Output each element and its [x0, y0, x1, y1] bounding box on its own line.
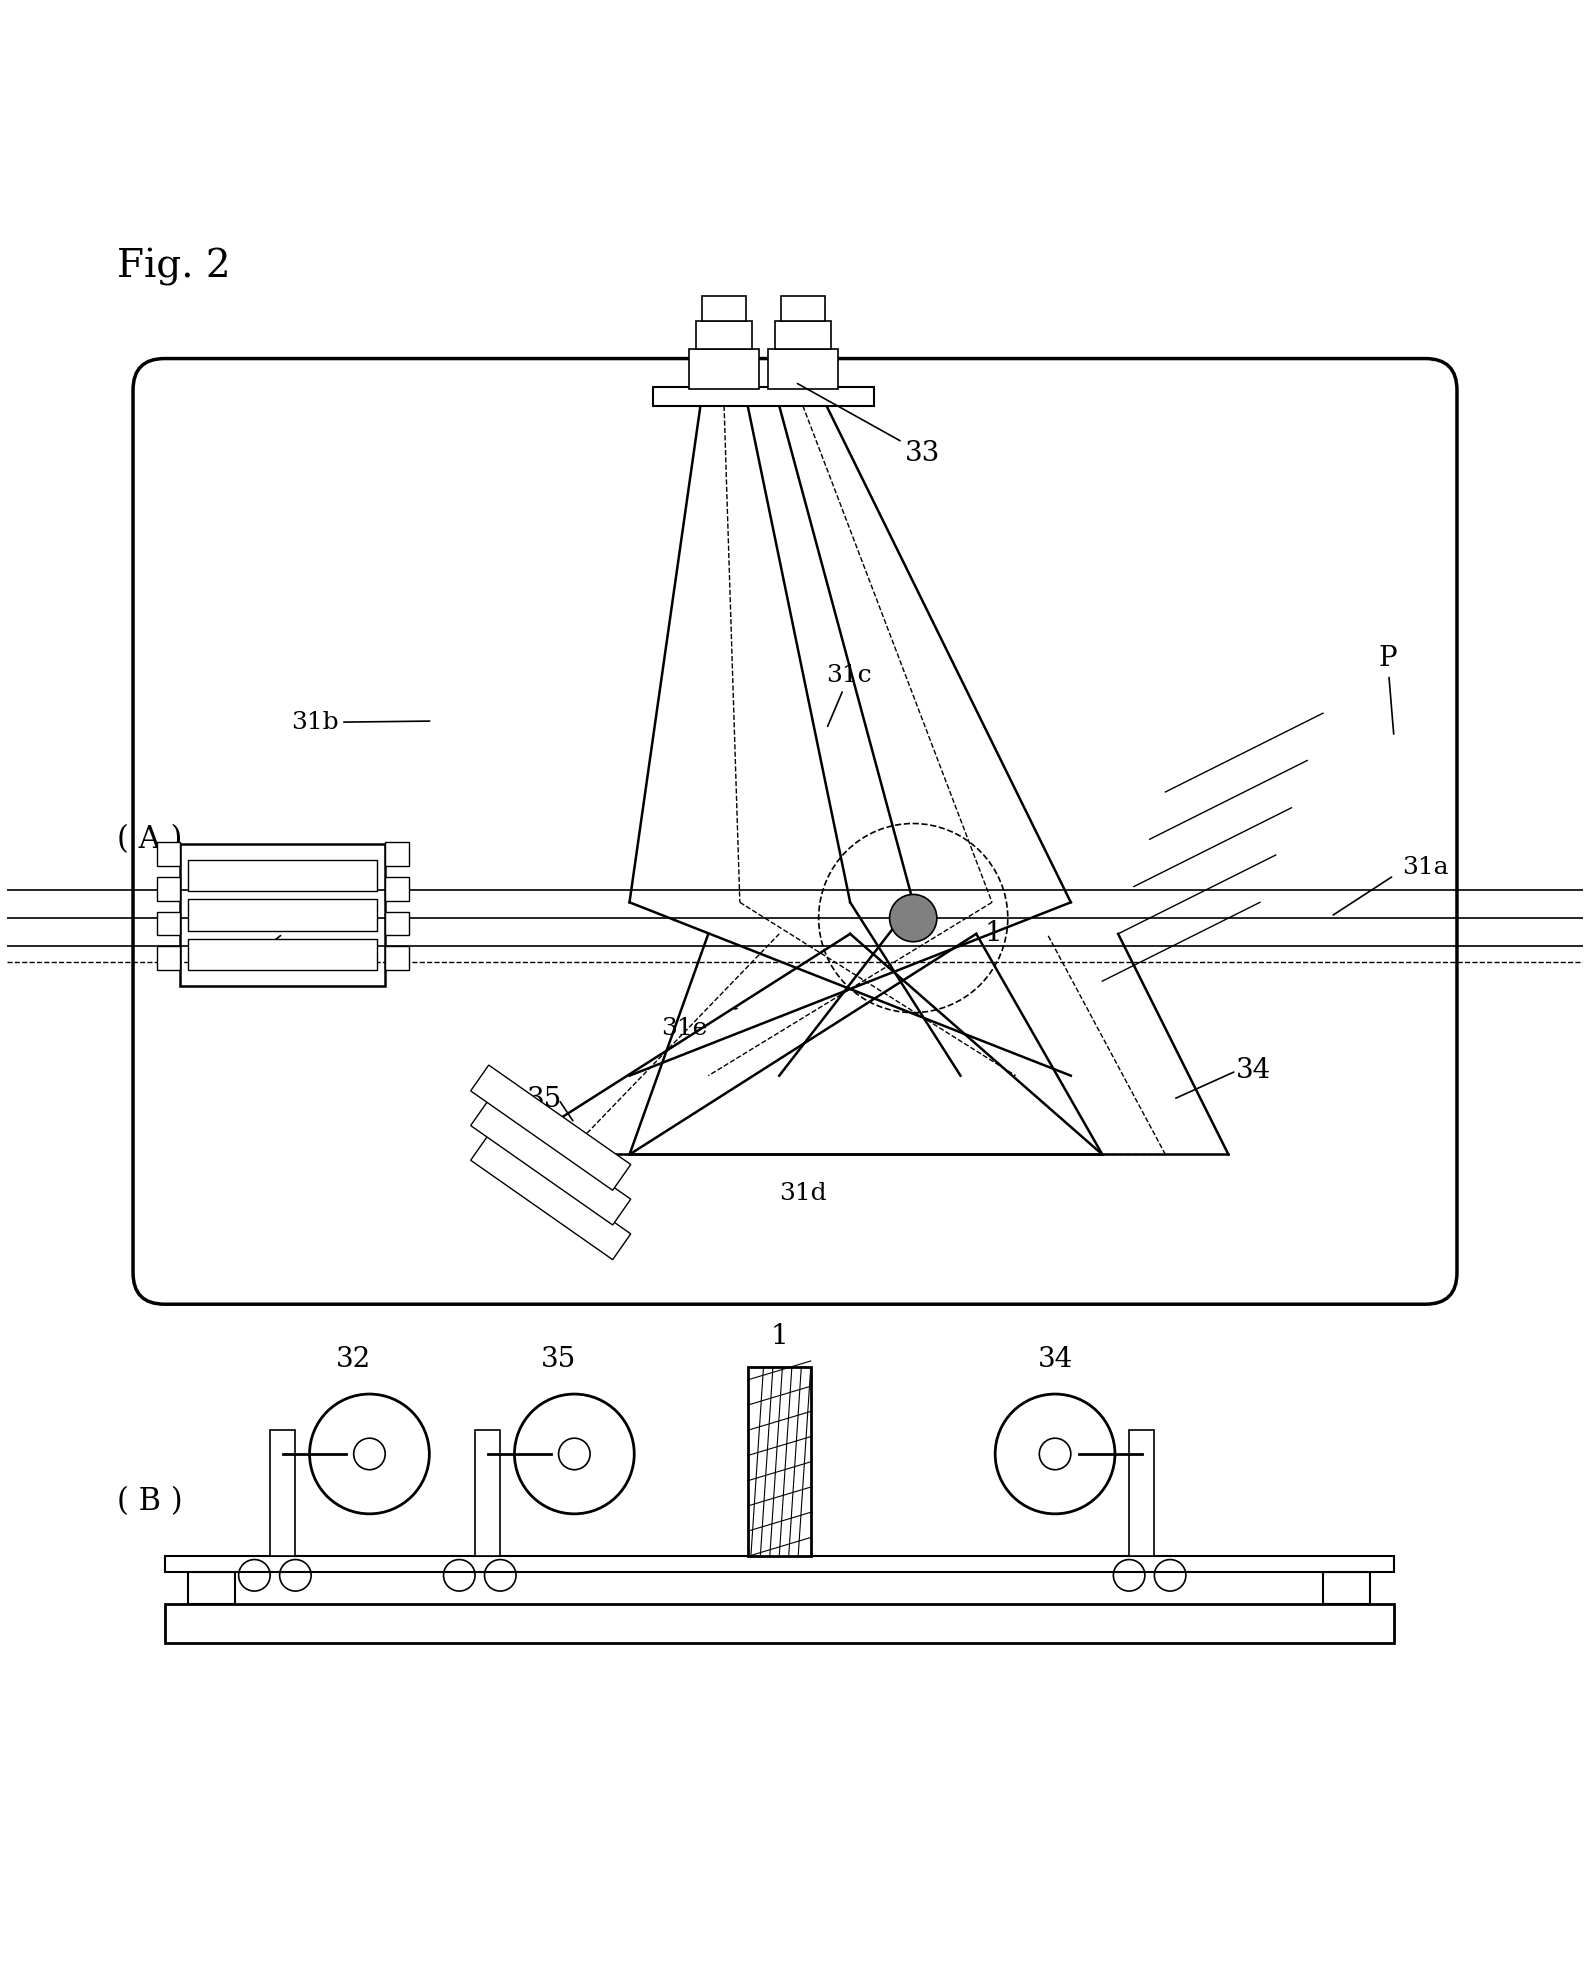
Text: 34: 34: [1037, 1347, 1073, 1373]
Bar: [471, 1100, 631, 1224]
Bar: [1323, 1573, 1371, 1604]
FancyBboxPatch shape: [768, 348, 838, 388]
Bar: [188, 940, 377, 969]
Bar: [747, 1367, 811, 1557]
Bar: [385, 876, 409, 900]
Text: 31e: 31e: [661, 1017, 708, 1040]
Bar: [471, 1064, 631, 1191]
Bar: [180, 845, 385, 985]
FancyBboxPatch shape: [690, 348, 758, 388]
Text: 1: 1: [771, 1323, 789, 1349]
Bar: [164, 1557, 1394, 1573]
Text: Fig. 2: Fig. 2: [118, 247, 231, 287]
FancyBboxPatch shape: [653, 388, 875, 405]
Text: 34: 34: [1237, 1058, 1272, 1084]
Bar: [188, 1573, 235, 1604]
Bar: [385, 912, 409, 936]
Text: 31d: 31d: [779, 1183, 827, 1205]
Bar: [475, 1430, 501, 1557]
Text: 32: 32: [335, 1347, 372, 1373]
FancyBboxPatch shape: [774, 320, 832, 348]
Circle shape: [889, 894, 937, 942]
Text: 1: 1: [984, 920, 1002, 947]
FancyBboxPatch shape: [781, 295, 825, 320]
Text: 35: 35: [541, 1347, 576, 1373]
Text: 33: 33: [798, 384, 941, 467]
Bar: [157, 843, 180, 866]
Text: 32: 32: [211, 944, 246, 971]
Bar: [157, 945, 180, 969]
Text: P: P: [1379, 645, 1396, 734]
Bar: [164, 1604, 1394, 1644]
FancyBboxPatch shape: [696, 320, 752, 348]
Text: 31b: 31b: [291, 710, 429, 734]
Bar: [385, 843, 409, 866]
Bar: [1129, 1430, 1154, 1557]
Text: 31a: 31a: [1402, 856, 1448, 878]
Text: 35: 35: [526, 1086, 563, 1114]
Bar: [385, 945, 409, 969]
FancyBboxPatch shape: [703, 295, 746, 320]
Bar: [270, 1430, 296, 1557]
FancyBboxPatch shape: [134, 358, 1456, 1304]
Bar: [471, 1135, 631, 1260]
Bar: [188, 900, 377, 932]
Text: ( B ): ( B ): [118, 1485, 183, 1517]
Text: ( A ): ( A ): [118, 823, 183, 854]
Bar: [188, 860, 377, 892]
Text: 31c: 31c: [827, 665, 873, 726]
Bar: [157, 876, 180, 900]
Bar: [157, 912, 180, 936]
